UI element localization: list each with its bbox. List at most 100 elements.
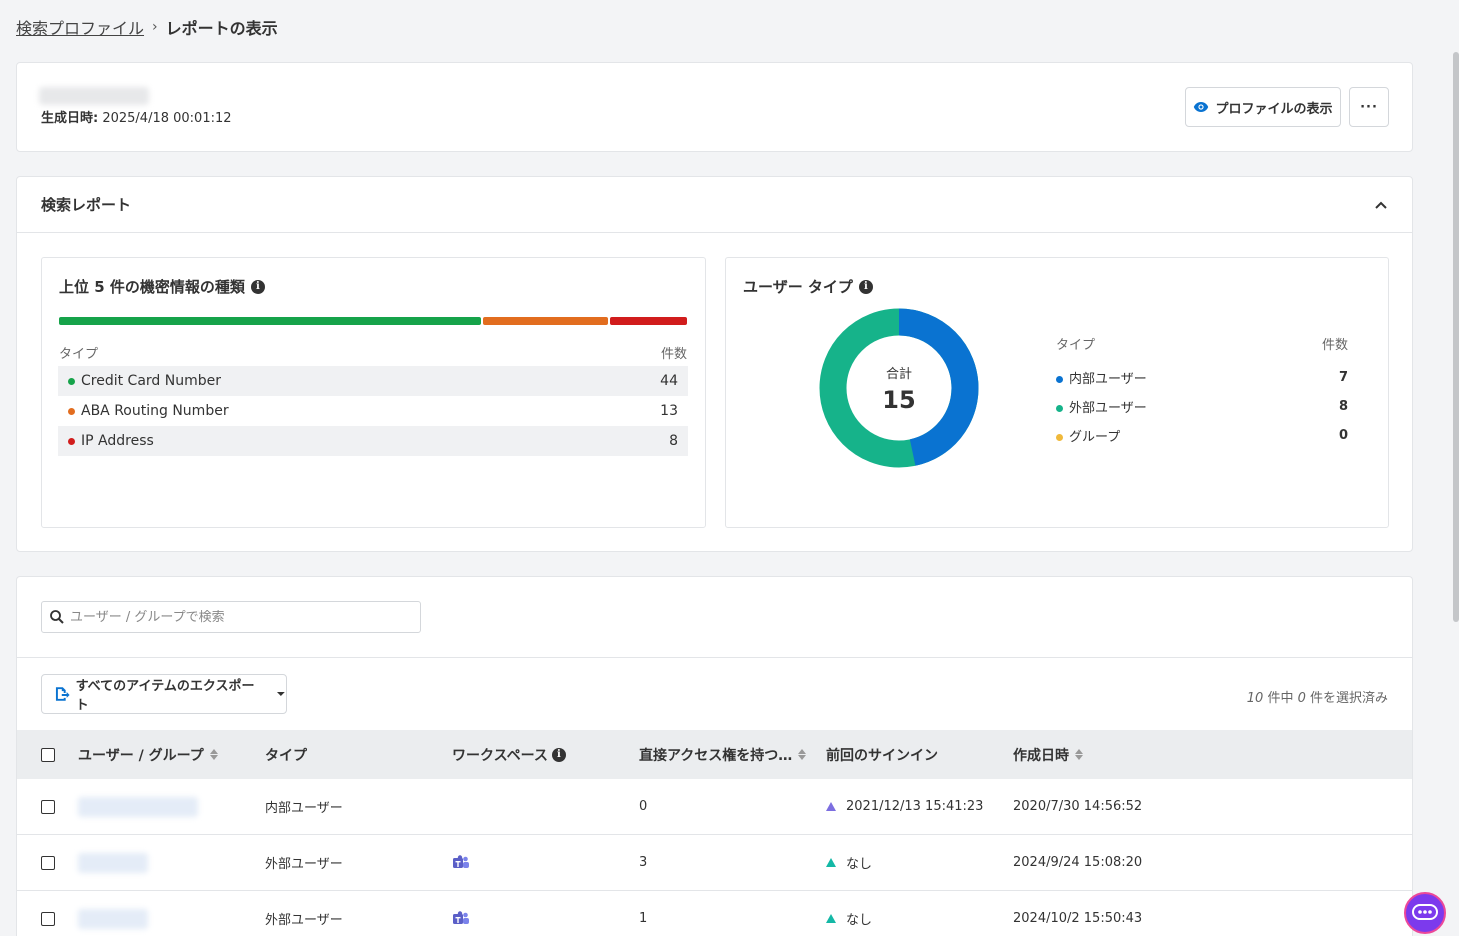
- teams-icon: [452, 910, 470, 927]
- bar-segment-ip-address: [610, 317, 687, 325]
- table-row: ABA Routing Number 13: [58, 396, 688, 426]
- generated-value: 2025/4/18 00:01:12: [102, 111, 232, 126]
- total-count: 10: [1246, 691, 1264, 706]
- red-dot-icon: [68, 437, 75, 445]
- legend-count: 0: [1338, 428, 1348, 443]
- scrollbar[interactable]: [1453, 52, 1459, 622]
- user-name-redacted[interactable]: [78, 852, 148, 873]
- profile-header-card: 生成日時: 2025/4/18 00:01:12 プロファイルの表示 ···: [16, 62, 1413, 152]
- search-icon: [50, 610, 64, 624]
- cell-direct-access: 1: [639, 911, 648, 926]
- cell-last-signin: 2021/12/13 15:41:23: [826, 799, 983, 814]
- table-row: Credit Card Number 44: [58, 366, 688, 396]
- user-type-legend: タイプ 件数 内部ユーザー 7 外部ユーザー 8 グループ 0: [1056, 334, 1348, 450]
- eye-icon: [1194, 102, 1209, 112]
- user-name-redacted[interactable]: [78, 796, 198, 817]
- cell-direct-access: 3: [639, 855, 648, 870]
- user-list-card: すべてのアイテムのエクスポート 10 件中 0 件を選択済み ユーザー / グル…: [16, 576, 1413, 936]
- view-profile-button[interactable]: プロファイルの表示: [1185, 87, 1341, 127]
- report-title: 検索レポート: [41, 196, 132, 214]
- col-header-type: タイプ: [265, 747, 307, 764]
- cell-last-signin-value: なし: [846, 913, 873, 928]
- legend-item: 内部ユーザー 7: [1056, 363, 1348, 392]
- sensitive-table-header: タイプ 件数: [59, 343, 687, 362]
- row-checkbox[interactable]: [41, 855, 55, 870]
- col-header-direct-access-label: 直接アクセス権を持つ…: [639, 747, 793, 764]
- donut-total-label: 合計: [885, 366, 912, 382]
- row-checkbox[interactable]: [41, 799, 55, 814]
- teams-icon: [452, 854, 470, 871]
- legend-count: 7: [1338, 370, 1348, 385]
- sensitive-type-count: 44: [660, 373, 678, 389]
- user-type-donut-chart: [819, 308, 979, 468]
- breadcrumb-link-search-profile[interactable]: 検索プロファイル: [16, 19, 145, 38]
- divider: [17, 657, 1412, 658]
- col-header-direct-access[interactable]: 直接アクセス権を持つ…: [639, 745, 807, 765]
- yellow-dot-icon: [1056, 434, 1063, 441]
- sort-icon[interactable]: [1075, 749, 1083, 760]
- export-icon: [55, 687, 70, 701]
- table-row[interactable]: 外部ユーザー 1 なし 2024/10/2 15:50:43: [17, 891, 1412, 936]
- page-title: レポートの表示: [165, 19, 278, 38]
- col-header-workspace-label: ワークスペース: [452, 747, 548, 764]
- triangle-icon: [826, 802, 836, 811]
- row-checkbox[interactable]: [41, 911, 55, 926]
- sensitive-type-count: 13: [660, 403, 678, 419]
- cell-direct-access: 0: [639, 799, 648, 814]
- sort-icon[interactable]: [798, 749, 807, 760]
- col-header-created[interactable]: 作成日時: [1013, 745, 1083, 765]
- col-header-created-label: 作成日時: [1013, 747, 1069, 764]
- legend-item: グループ 0: [1056, 421, 1348, 450]
- cell-created: 2020/7/30 14:56:52: [1013, 799, 1143, 814]
- table-row[interactable]: 外部ユーザー 3 なし 2024/9/24 15:08:20: [17, 835, 1412, 891]
- bar-segment-credit-card: [59, 317, 482, 325]
- col-header-workspace: ワークスペース i: [452, 745, 566, 765]
- caret-down-icon: [277, 692, 286, 696]
- legend-col-count: 件数: [1321, 338, 1348, 353]
- cell-created: 2024/9/24 15:08:20: [1013, 855, 1143, 870]
- info-icon[interactable]: i: [250, 279, 265, 294]
- sensitive-stacked-bar: [59, 317, 687, 325]
- sensitive-type-name: IP Address: [81, 433, 154, 449]
- info-icon[interactable]: i: [858, 279, 873, 294]
- green-dot-icon: [68, 377, 75, 385]
- sensitive-info-card: 上位 5 件の機密情報の種類 i タイプ 件数 Credit Card Numb…: [41, 257, 706, 528]
- bar-segment-aba-routing: [483, 317, 609, 325]
- info-icon[interactable]: i: [551, 747, 566, 762]
- sensitive-type-name: Credit Card Number: [81, 373, 221, 389]
- report-header[interactable]: 検索レポート: [17, 177, 1412, 233]
- export-all-button[interactable]: すべてのアイテムのエクスポート: [41, 674, 287, 714]
- blue-dot-icon: [1056, 376, 1063, 383]
- search-input[interactable]: [70, 609, 400, 625]
- col-header-last-signin: 前回のサインイン: [826, 747, 938, 764]
- search-report-card: 検索レポート 上位 5 件の機密情報の種類 i タイプ 件数 Credit Ca…: [16, 176, 1413, 552]
- donut-segment-internal: [819, 308, 979, 468]
- orange-dot-icon: [68, 407, 75, 415]
- selected-count: 10 件中 0 件を選択済み: [1247, 687, 1388, 706]
- generated-date: 生成日時: 2025/4/18 00:01:12: [41, 107, 232, 126]
- search-box[interactable]: [41, 601, 421, 633]
- user-type-card: ユーザー タイプ i 合計 15 タイプ 件数 内部ユーザー 7 外部ユーザー …: [725, 257, 1389, 528]
- user-type-title: ユーザー タイプ i: [743, 276, 873, 297]
- selected-suffix-text: 件を選択済み: [1305, 691, 1388, 706]
- user-name-redacted[interactable]: [78, 908, 148, 929]
- more-options-button[interactable]: ···: [1349, 87, 1389, 127]
- table-row[interactable]: 内部ユーザー 0 2021/12/13 15:41:23 2020/7/30 1…: [17, 779, 1412, 835]
- export-label: すべてのアイテムのエクスポート: [75, 679, 255, 713]
- col-header-user[interactable]: ユーザー / グループ: [78, 745, 218, 765]
- legend-col-type: タイプ: [1056, 338, 1096, 353]
- table-row: IP Address 8: [58, 426, 688, 456]
- cell-last-signin-value: 2021/12/13 15:41:23: [846, 799, 984, 814]
- legend-label: 内部ユーザー: [1069, 372, 1147, 387]
- breadcrumb: 検索プロファイル › レポートの表示: [16, 15, 278, 39]
- sensitive-info-title-text: 上位 5 件の機密情報の種類: [59, 278, 245, 296]
- cell-type: 外部ユーザー: [265, 913, 343, 928]
- sensitive-type-count: 8: [669, 433, 678, 449]
- select-all-checkbox[interactable]: [41, 747, 55, 762]
- legend-count: 8: [1338, 399, 1348, 414]
- user-type-title-text: ユーザー タイプ: [743, 278, 853, 296]
- sort-icon[interactable]: [209, 749, 218, 760]
- chat-icon: [1412, 904, 1438, 920]
- chevron-up-icon[interactable]: [1374, 200, 1388, 210]
- chat-button[interactable]: [1404, 892, 1446, 934]
